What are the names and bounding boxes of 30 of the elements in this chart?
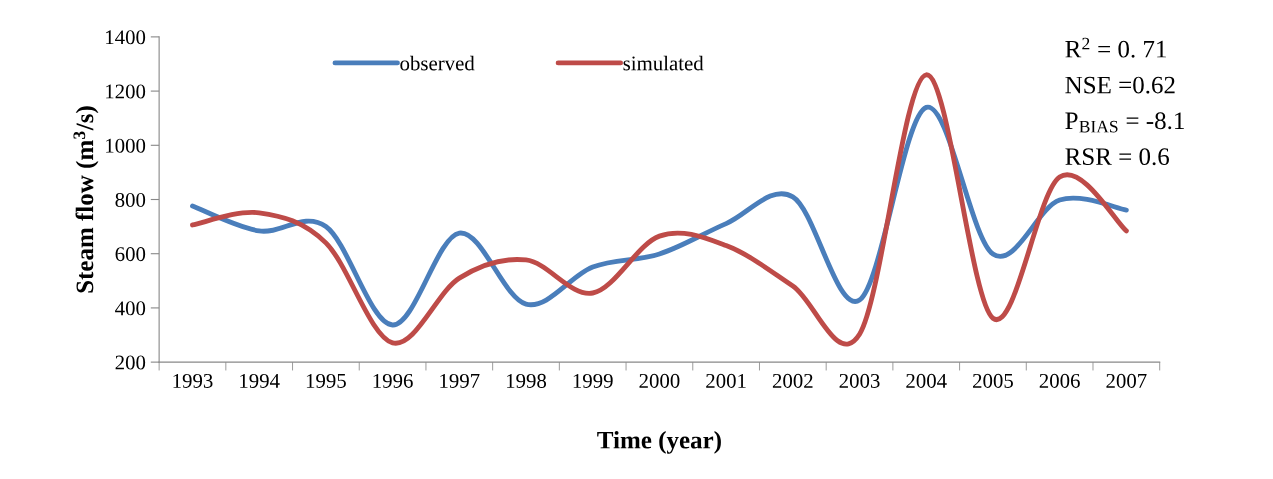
x-tick-label: 1996: [373, 373, 413, 388]
x-tick-label: 2007: [1106, 373, 1147, 388]
y-tick-label: 1400: [106, 30, 146, 45]
x-tick-label: 2003: [839, 373, 880, 388]
y-tick-label: 600: [115, 247, 146, 262]
y-tick-label: 200: [115, 355, 146, 370]
x-tick-label: 2002: [772, 373, 813, 388]
y-tick-label: 1000: [106, 138, 146, 153]
y-tick-label: 400: [115, 301, 146, 316]
x-tick-label: 1997: [440, 373, 480, 388]
annotation: R$^{2}$ = 0. 71: [1065, 37, 1166, 58]
x-tick-label: 1995: [306, 373, 346, 388]
x-tick-label: 2000: [639, 373, 680, 388]
x-tick-label: 2004: [906, 373, 947, 388]
legend-label: simulated: [623, 55, 704, 71]
annotation: P$_{BIAS}$ = -8.1: [1065, 112, 1184, 133]
annotation: NSE =0.62: [1065, 76, 1175, 94]
y-axis-title: Steam flow (m$^{3}$/s): [73, 106, 99, 293]
x-tick-label: 1993: [173, 373, 213, 388]
x-tick-label: 1998: [507, 373, 547, 388]
y-tick-label: 1200: [106, 84, 146, 99]
x-tick-label: 2001: [706, 373, 746, 388]
legend-label: observed: [400, 55, 475, 71]
x-tick-label: 2005: [973, 373, 1013, 388]
x-axis-title: Time (year): [597, 431, 721, 454]
x-tick-label: 1999: [573, 373, 613, 388]
annotation: RSR = 0.6: [1065, 148, 1169, 166]
x-tick-label: 2006: [1039, 373, 1080, 388]
y-tick-label: 800: [115, 192, 146, 207]
x-tick-label: 1994: [240, 373, 280, 388]
